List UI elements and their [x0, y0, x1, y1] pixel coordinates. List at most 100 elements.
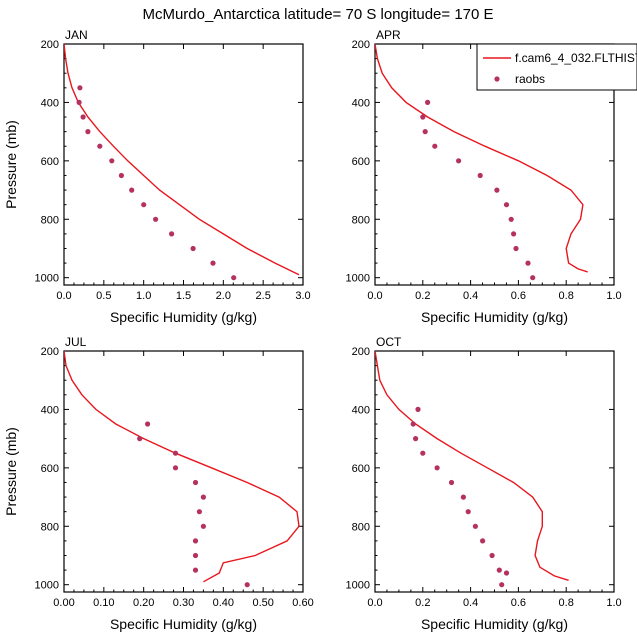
raobs-point-jul — [200, 523, 206, 529]
y-tick-label: 400 — [352, 404, 370, 416]
raobs-point-oct — [480, 538, 486, 544]
legend-dot-swatch — [494, 76, 500, 82]
raobs-point-apr — [525, 260, 531, 266]
x-tick-label: 0.0 — [367, 290, 382, 302]
raobs-point-oct — [420, 450, 426, 456]
raobs-point-jan — [231, 275, 237, 281]
raobs-point-oct — [465, 509, 471, 515]
x-tick-label: 0.40 — [213, 597, 234, 609]
y-axis-label-jan: Pressure (mb) — [3, 120, 19, 209]
x-tick-label: 2.5 — [256, 290, 271, 302]
raobs-point-apr — [456, 158, 462, 164]
x-tick-label: 1.5 — [176, 290, 191, 302]
raobs-point-jul — [192, 479, 199, 486]
y-tick-label: 600 — [41, 156, 59, 168]
x-tick-label: 0.20 — [133, 597, 154, 609]
raobs-point-oct — [489, 552, 495, 559]
y-tick-label: 200 — [41, 39, 59, 51]
chart-panels: JAN 0.0 0.5 1.0 1.5 2.0 2.5 3.0 200 400 600 800 1000… — [3, 28, 622, 632]
panel-title-oct: OCT — [376, 335, 402, 349]
raobs-point-oct — [434, 465, 440, 471]
raobs-point-jan — [190, 245, 196, 252]
raobs-point-jul — [196, 509, 202, 515]
raobs-point-jan — [76, 99, 82, 105]
x-axis-label-jul: Specific Humidity (g/kg) — [110, 616, 257, 632]
raobs-point-apr — [510, 231, 517, 237]
raobs-point-jul — [145, 421, 151, 427]
plot-frame-jul — [63, 350, 304, 593]
raobs-point-jul — [192, 567, 199, 573]
y-tick-label: 400 — [41, 97, 59, 109]
raobs-point-apr — [422, 129, 428, 135]
x-tick-label: 1.0 — [606, 290, 621, 302]
raobs-point-apr — [477, 172, 483, 179]
raobs-point-apr — [420, 114, 426, 120]
raobs-point-apr — [425, 99, 431, 105]
model-profile-line-jul — [64, 351, 300, 583]
x-tick-label: 0.6 — [511, 597, 526, 609]
figure-title: McMurdo_Antarctica latitude= 70 S longit… — [142, 6, 493, 23]
x-tick-label: 2.0 — [216, 290, 231, 302]
legend-label: raobs — [515, 72, 545, 86]
x-tick-label: 0.30 — [173, 597, 194, 609]
y-tick-label: 400 — [41, 404, 59, 416]
raobs-point-jan — [169, 231, 175, 237]
raobs-point-jan — [109, 158, 115, 164]
y-tick-label: 800 — [41, 214, 59, 226]
model-profile-line-apr — [375, 44, 588, 273]
raobs-point-jul — [192, 538, 199, 544]
y-tick-label: 200 — [41, 346, 59, 358]
y-tick-label: 1000 — [35, 273, 59, 285]
raobs-point-oct — [415, 406, 421, 412]
model-profile-line-oct — [375, 351, 569, 581]
plot-frame-jan — [63, 43, 304, 286]
y-tick-label: 1000 — [35, 580, 59, 592]
y-tick-label: 800 — [41, 521, 59, 533]
raobs-point-oct — [460, 494, 466, 500]
x-tick-label: 0.8 — [559, 597, 574, 609]
raobs-point-jan — [153, 216, 159, 222]
x-tick-label: 0.5 — [96, 290, 111, 302]
panel-jul: JUL 0.00 0.10 0.20 0.30 0.40 0.50 0.60 200 400 600… — [3, 335, 314, 632]
legend-label: f.cam6_4_032.FLTHIST — [515, 51, 637, 65]
raobs-point-jan — [77, 85, 83, 91]
raobs-point-jul — [172, 465, 179, 471]
y-tick-label: 600 — [352, 463, 370, 475]
x-axis-label-jan: Specific Humidity (g/kg) — [110, 309, 257, 325]
raobs-point-apr — [432, 143, 438, 149]
panel-oct: OCT 0.0 0.2 0.4 0.6 0.8 1.0 200 400 600 800 1000 Spe… — [346, 335, 622, 632]
raobs-point-jan — [80, 114, 86, 120]
panel-title-jul: JUL — [65, 335, 87, 349]
y-tick-label: 600 — [41, 463, 59, 475]
panel-title-apr: APR — [376, 28, 401, 42]
x-tick-label: 0.4 — [463, 290, 478, 302]
panel-title-jan: JAN — [65, 28, 88, 42]
x-axis-label-oct: Specific Humidity (g/kg) — [421, 616, 568, 632]
y-tick-label: 800 — [352, 214, 370, 226]
raobs-point-jan — [141, 202, 147, 208]
raobs-point-apr — [513, 245, 519, 252]
raobs-point-jul — [137, 436, 143, 442]
x-tick-label: 1.0 — [606, 597, 621, 609]
raobs-point-jul — [244, 582, 250, 588]
x-tick-label: 0.00 — [53, 597, 74, 609]
y-tick-label: 1000 — [346, 273, 370, 285]
x-tick-label: 1.0 — [136, 290, 151, 302]
x-axis-label-apr: Specific Humidity (g/kg) — [421, 309, 568, 325]
legend-box — [476, 43, 637, 91]
raobs-point-jan — [85, 129, 91, 135]
model-profile-line-jan — [64, 44, 300, 276]
y-axis-label-jul: Pressure (mb) — [3, 427, 19, 516]
y-tick-label: 200 — [352, 346, 370, 358]
raobs-point-oct — [499, 582, 505, 588]
x-tick-label: 0.2 — [415, 290, 430, 302]
x-tick-label: 0.6 — [511, 290, 526, 302]
raobs-point-oct — [448, 479, 455, 486]
raobs-point-jul — [200, 494, 206, 500]
y-tick-label: 400 — [352, 97, 370, 109]
panel-jan: JAN 0.0 0.5 1.0 1.5 2.0 2.5 3.0 200 400 600 800 1000… — [3, 28, 311, 325]
x-tick-label: 0.2 — [415, 597, 430, 609]
x-tick-label: 0.50 — [252, 597, 273, 609]
raobs-point-oct — [410, 421, 416, 427]
